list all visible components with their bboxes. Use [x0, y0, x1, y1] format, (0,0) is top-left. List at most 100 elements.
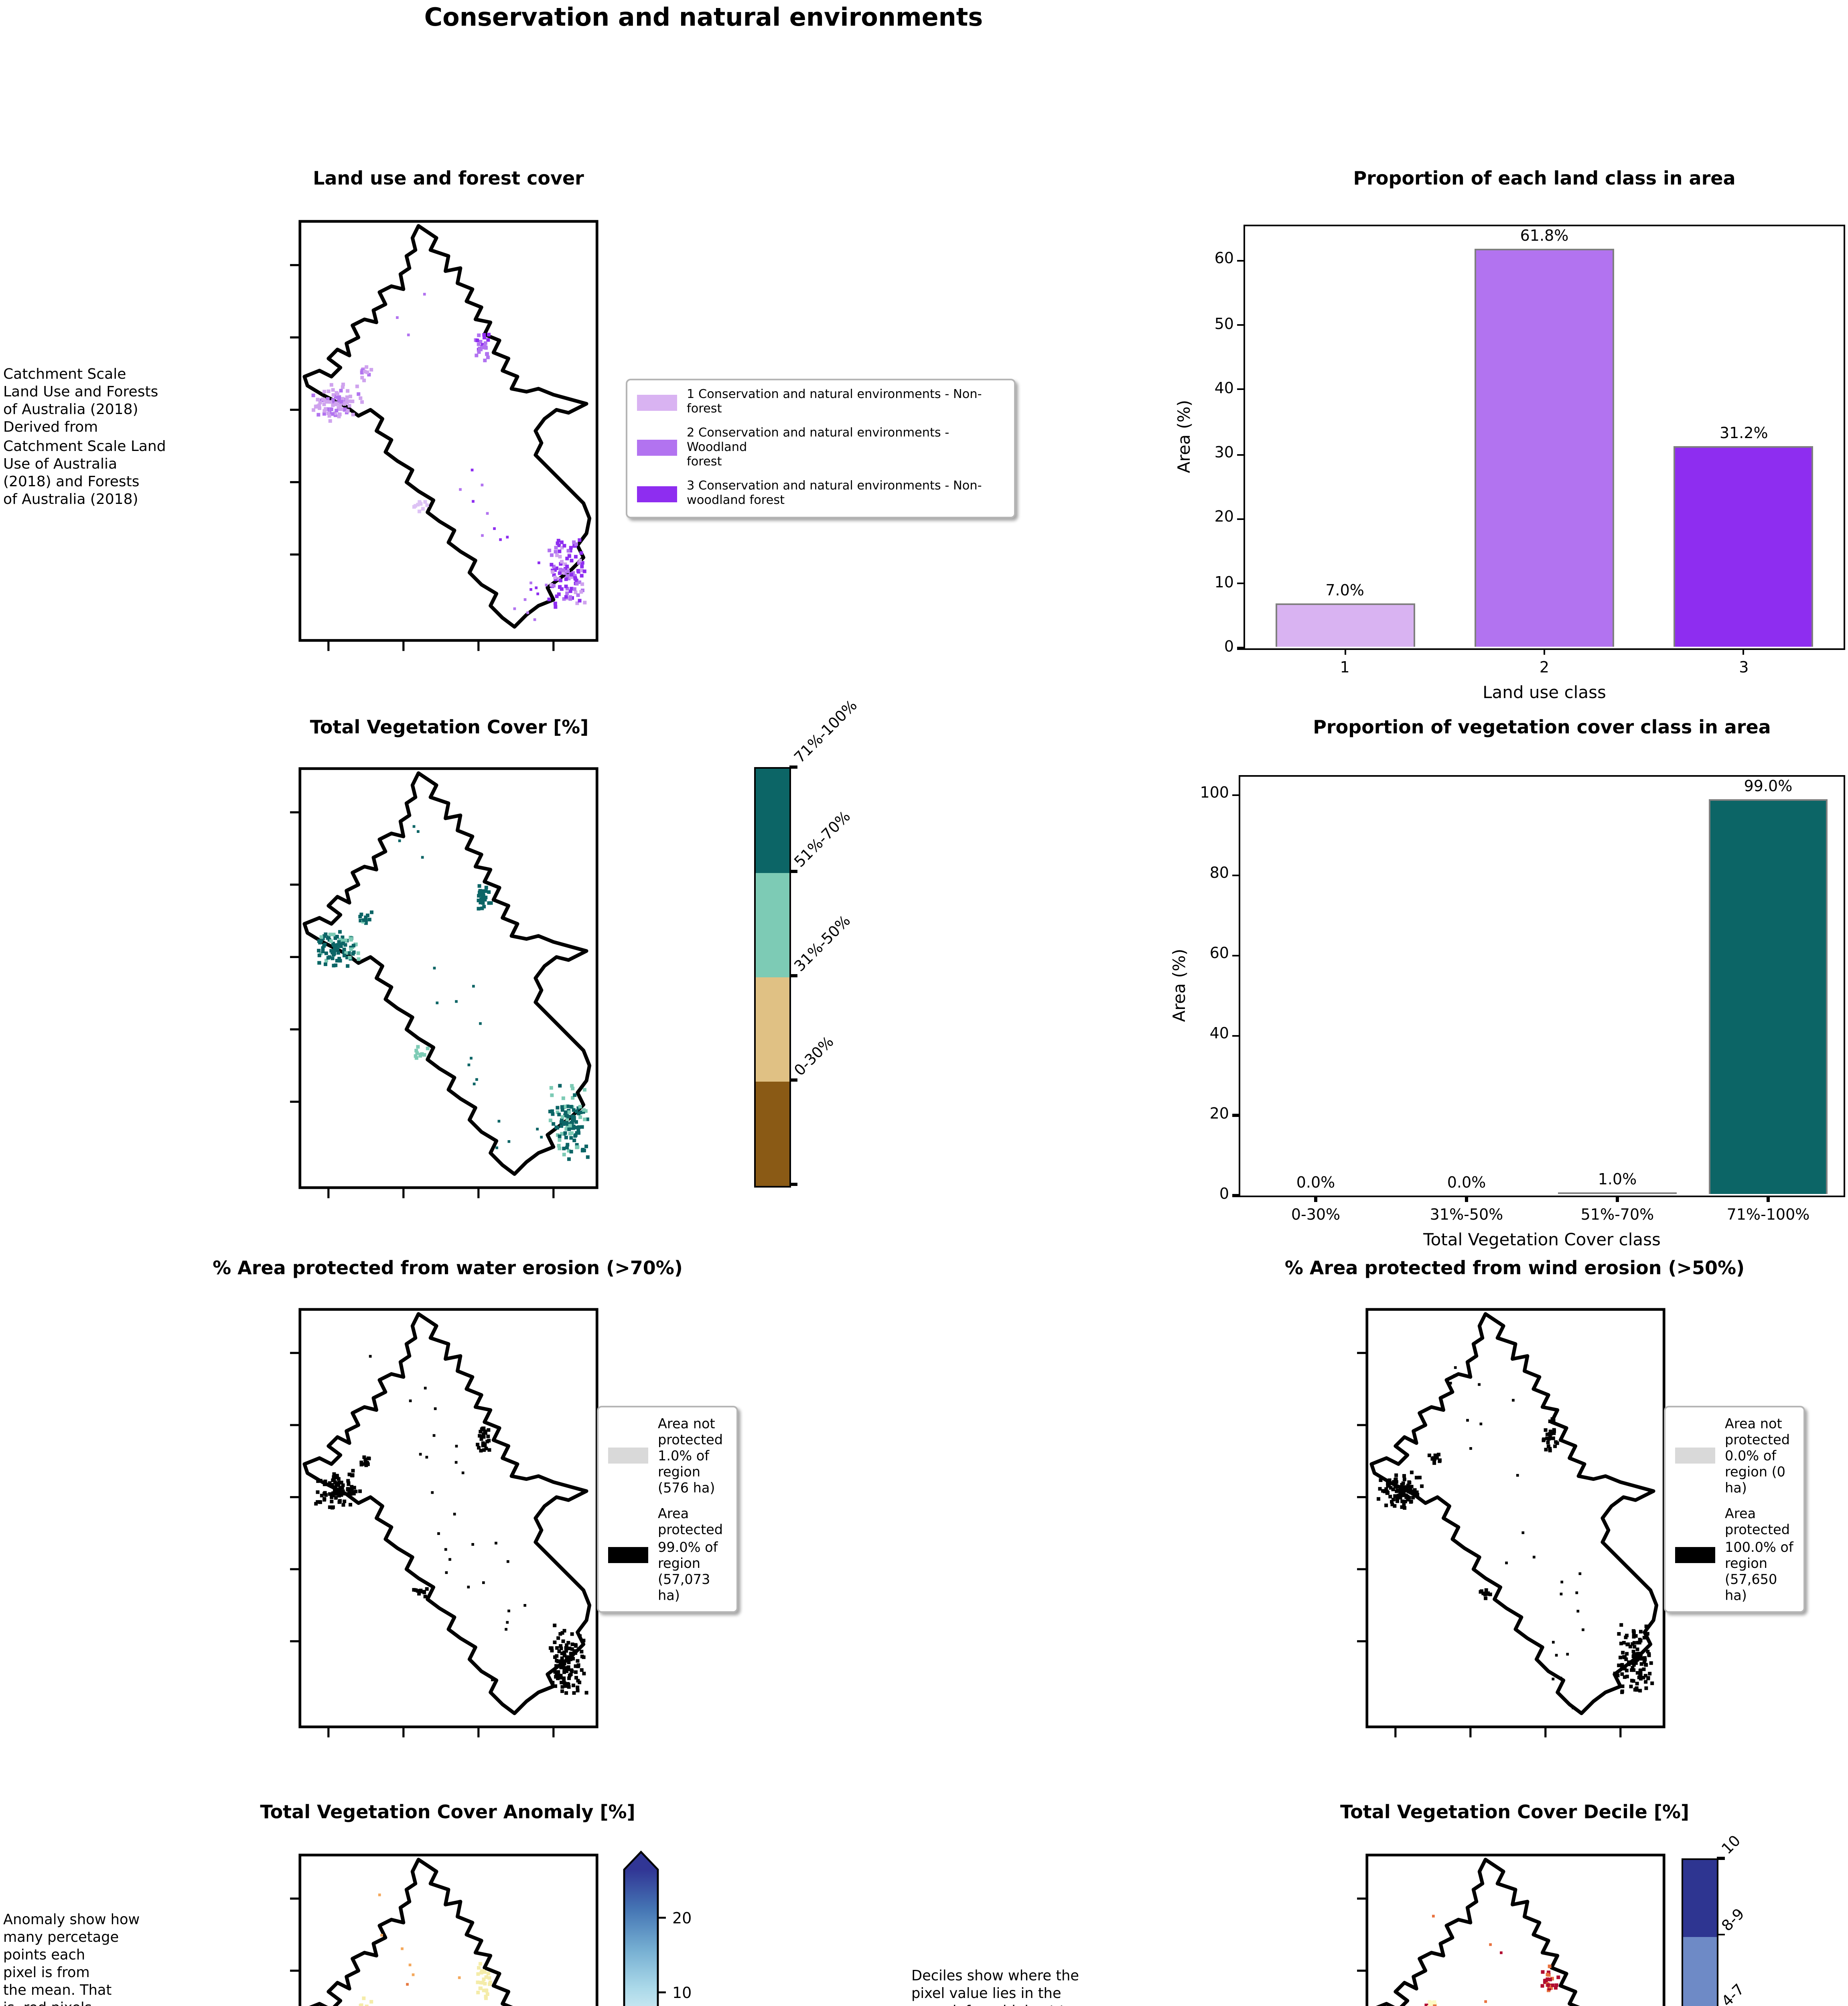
- catchment-outline: [302, 1312, 592, 1716]
- veg-cover-map: [290, 767, 598, 1198]
- anomaly-tick-label: 20: [672, 1909, 692, 1927]
- x-tick: [1344, 648, 1346, 655]
- x-tick-label: 1: [1340, 660, 1350, 677]
- y-tick: [1232, 874, 1240, 876]
- legend-swatch-protected: [608, 1546, 648, 1563]
- colorbar-segment: [756, 769, 789, 873]
- x-tick: [1543, 648, 1546, 655]
- bar-2: [1474, 249, 1614, 647]
- y-tick-label: 60: [1214, 251, 1234, 269]
- colorbar-body: [1682, 1858, 1718, 2006]
- colorbar-tick: [1717, 1934, 1725, 1936]
- catchment-outline: [309, 1858, 513, 2006]
- map-canvas: [1357, 1854, 1665, 2006]
- colorbar-label: 71%-100%: [791, 697, 862, 767]
- legend-item: Area not protected 1.0% of region (576 h…: [608, 1415, 727, 1496]
- y-tick-label: 40: [1209, 1025, 1229, 1044]
- bar-3: [1674, 447, 1814, 647]
- bar-value-label: 0.0%: [1296, 1175, 1335, 1192]
- catchment-outline: [1376, 1858, 1580, 2006]
- x-tick: [1465, 1196, 1468, 1202]
- x-tick-label: 0-30%: [1291, 1207, 1341, 1224]
- y-tick: [1232, 1194, 1240, 1197]
- bar-51%-70%: [1558, 1192, 1676, 1194]
- y-tick: [1237, 389, 1245, 391]
- anomaly-colorbar: 20100−10−20: [605, 1849, 733, 2006]
- x-tick-label: 71%-100%: [1726, 1207, 1810, 1224]
- anomaly-colorbar-canvas: 20100−10−20: [623, 1850, 692, 2006]
- legend-item: 1 Conservation and natural environments …: [637, 387, 1004, 417]
- bar-1: [1275, 603, 1415, 647]
- panel-title-wind-erosion: % Area protected from wind erosion (>50%…: [1284, 1257, 1745, 1279]
- bar-value-label: 99.0%: [1744, 778, 1793, 796]
- map-canvas: [290, 1854, 598, 2006]
- legend-item: 3 Conservation and natural environments …: [637, 478, 1004, 508]
- colorbar-segment: [756, 1082, 789, 1186]
- land-class-bar-chart: 0 10 20 30 40 50 60 7.0% 1 61.8% 2 31.2% 3 Land use c…: [1175, 225, 1845, 703]
- legend-label: Area protected 100.0% of region (57,650 …: [1725, 1506, 1793, 1603]
- x-axis-label: Land use class: [1483, 684, 1606, 703]
- bar-value-label: 31.2%: [1719, 426, 1768, 444]
- y-tick-label: 20: [1214, 509, 1234, 527]
- y-tick-label: 40: [1214, 380, 1234, 398]
- legend-swatch-protected: [1675, 1546, 1715, 1563]
- catchment-outline: [1369, 1312, 1659, 1716]
- panel-title-anomaly: Total Vegetation Cover Anomaly [%]: [260, 1801, 635, 1823]
- wind-erosion-legend: Area not protected 0.0% of region (0 ha)…: [1664, 1406, 1805, 1613]
- y-tick-label: 30: [1214, 445, 1234, 463]
- bar-value-label: 1.0%: [1598, 1171, 1637, 1188]
- land-use-note: Catchment Scale Land Use and Forests of …: [3, 367, 166, 509]
- legend-label: Area protected 99.0% of region (57,073 h…: [658, 1506, 723, 1603]
- bar-71%-100%: [1709, 799, 1827, 1194]
- legend-label: Area not protected 0.0% of region (0 ha): [1725, 1415, 1790, 1496]
- colorbar-label: 8-9: [1718, 1905, 1749, 1935]
- y-tick: [1232, 954, 1240, 956]
- colorbar-segment: [756, 977, 789, 1082]
- colorbar-tick: [789, 1079, 797, 1081]
- legend-swatch-woodland: [637, 440, 677, 457]
- wind-erosion-map: [1357, 1308, 1665, 1738]
- x-tick: [1314, 1196, 1317, 1202]
- colorbar-segment: [756, 873, 789, 977]
- bar-value-label: 0.0%: [1447, 1175, 1486, 1192]
- y-tick-label: 0: [1219, 1186, 1229, 1204]
- y-tick: [1237, 259, 1245, 262]
- colorbar-segment: [1683, 1860, 1717, 1937]
- colorbar-tick: [789, 870, 797, 873]
- y-axis-label: Area (%): [1175, 399, 1194, 473]
- water-erosion-map: [290, 1308, 598, 1738]
- colorbar-label: 31%-50%: [791, 912, 855, 976]
- legend-swatch-nonforest: [637, 394, 677, 411]
- anomaly-note: Anomaly show how many percetage points e…: [3, 1913, 140, 2006]
- colorbar-label: 51%-70%: [791, 808, 855, 871]
- y-tick-label: 60: [1209, 946, 1229, 964]
- chart-title-land-class: Proportion of each land class in area: [1353, 167, 1736, 189]
- chart-title-veg-class: Proportion of vegetation cover class in …: [1313, 716, 1771, 738]
- x-axis-label: Total Vegetation Cover class: [1423, 1231, 1661, 1250]
- legend-item: Area protected 99.0% of region (57,073 h…: [608, 1506, 727, 1603]
- map-canvas: [290, 767, 598, 1198]
- colorbar-body: [754, 767, 791, 1188]
- x-tick: [1767, 1196, 1769, 1202]
- map-canvas: [290, 1308, 598, 1738]
- y-tick: [1237, 647, 1245, 650]
- colorbar-tick: [789, 766, 797, 768]
- y-tick-label: 10: [1214, 574, 1234, 592]
- y-tick-label: 20: [1209, 1106, 1229, 1124]
- x-tick: [1743, 648, 1745, 655]
- map-canvas: [1357, 1308, 1665, 1738]
- y-tick-label: 100: [1200, 785, 1229, 803]
- x-tick-label: 31%-50%: [1430, 1207, 1503, 1224]
- y-tick: [1237, 583, 1245, 585]
- water-erosion-legend: Area not protected 1.0% of region (576 h…: [597, 1406, 738, 1613]
- map-canvas: [290, 220, 598, 651]
- decile-note: Deciles show where the pixel value lies …: [911, 1969, 1079, 2006]
- land-use-map: [290, 220, 598, 651]
- page-title: Conservation and natural environments: [424, 3, 983, 32]
- decile-map: [1357, 1854, 1665, 2006]
- legend-swatch-not-protected: [608, 1448, 648, 1464]
- veg-class-bar-chart: 0 20 40 60 80 100 0.0% 0-30% 0.0% 31%-50% 1.0% 51%-…: [1170, 775, 1845, 1250]
- legend-item: Area protected 100.0% of region (57,650 …: [1675, 1506, 1794, 1603]
- x-tick-label: 51%-70%: [1580, 1207, 1654, 1224]
- legend-label: 2 Conservation and natural environments …: [687, 425, 949, 469]
